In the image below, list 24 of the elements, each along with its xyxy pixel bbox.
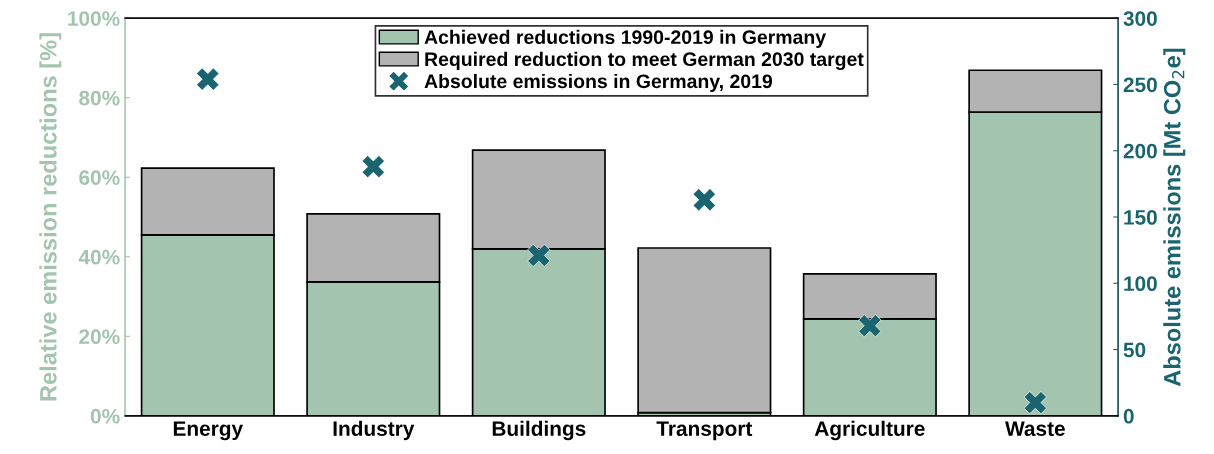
y2-tick-label: 150 xyxy=(1124,210,1157,225)
x-tick-label: Buildings xyxy=(492,420,586,441)
x-tick-label: Agriculture xyxy=(814,420,925,441)
legend-label: Required reduction to meet German 2030 target xyxy=(425,51,864,71)
y2-tick-label: 50 xyxy=(1123,342,1146,358)
y-tick-label: 80% xyxy=(79,90,120,106)
y-tick-label: 100% xyxy=(68,11,120,26)
y2-axis-title: Absolute emissions [Mt CO$_{2}$e] xyxy=(1163,48,1186,387)
x-tick-label: Energy xyxy=(173,421,243,441)
y2-tick-label: 100 xyxy=(1124,276,1157,292)
y-axis-title: Relative emission reductions [%] xyxy=(39,33,62,401)
x-tick-label: Transport xyxy=(656,421,753,441)
y-tick-label: 20% xyxy=(79,329,120,345)
y2-tick-label: 250 xyxy=(1123,77,1157,93)
y2-tick-label: 200 xyxy=(1123,143,1157,159)
x-tick-label: Waste xyxy=(1005,421,1065,437)
legend-label: Absolute emissions in Germany, 2019 xyxy=(424,73,773,93)
y-tick-label: 0% xyxy=(90,408,120,424)
y-tick-label: 40% xyxy=(78,249,120,265)
y2-tick-label: 300 xyxy=(1123,11,1157,26)
y2-tick-label: 0 xyxy=(1123,408,1134,424)
x-tick-label: Industry xyxy=(333,420,415,441)
y-tick-label: 60% xyxy=(79,170,120,185)
legend-label: Achieved reductions 1990-2019 in Germany xyxy=(424,29,826,48)
